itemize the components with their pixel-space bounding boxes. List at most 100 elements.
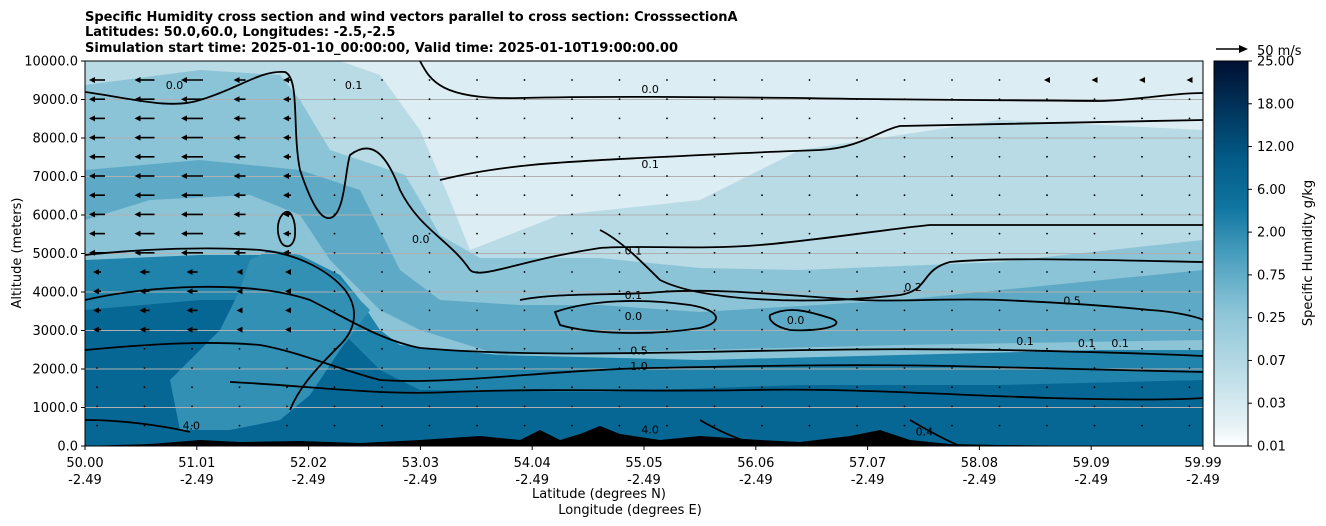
wind-vector-dot	[1188, 290, 1191, 293]
wind-vector-dot	[808, 347, 811, 350]
wind-vector-dot	[523, 367, 526, 369]
colorbar-tick-label: 0.07	[1257, 354, 1286, 369]
wind-vector-dot	[571, 79, 573, 81]
wind-vector-dot	[476, 367, 478, 369]
wind-vector-head	[233, 115, 240, 122]
wind-vector-dot	[191, 405, 193, 408]
wind-vector-dot	[951, 136, 953, 139]
wind-vector-head	[181, 77, 187, 83]
wind-vector-dot	[1093, 386, 1096, 389]
wind-vector-dot	[1141, 232, 1143, 235]
wind-vector-dot	[618, 424, 621, 427]
wind-vector-dot	[903, 98, 906, 101]
wind-vector-dot	[1046, 386, 1048, 389]
wind-vector-dot	[1046, 155, 1048, 158]
wind-vector-dot	[808, 175, 811, 177]
wind-vector-head	[134, 173, 141, 179]
contour-1.0	[85, 342, 1203, 382]
wind-vector-dot	[333, 367, 336, 369]
contour-dry-pocket-2	[768, 309, 838, 332]
wind-vector-head	[285, 326, 291, 333]
wind-vector-head	[283, 249, 289, 256]
wind-vector-dot	[1093, 155, 1096, 158]
wind-vector-head	[181, 115, 187, 122]
wind-vector-dot	[476, 117, 478, 120]
wind-vector-dot	[903, 194, 906, 197]
wind-vector-dot	[618, 213, 621, 216]
wind-vector-head	[181, 211, 187, 218]
wind-vector-dot	[856, 98, 858, 101]
wind-vector-dot	[856, 290, 858, 293]
wind-vector-dot	[713, 194, 716, 197]
wind-vector-dot	[761, 251, 763, 254]
wind-vector-dot	[713, 386, 716, 389]
wind-vector-dot	[333, 232, 336, 235]
wind-vector-head	[93, 288, 99, 295]
wind-vector-dot	[666, 424, 668, 427]
wind-vector-dot	[808, 79, 811, 81]
wind-vector-dot	[571, 175, 573, 177]
wind-vector-dot	[1141, 175, 1143, 177]
wind-vector-dot	[713, 367, 716, 369]
wind-vector-dot	[903, 405, 906, 408]
wind-vector-dot	[713, 347, 716, 350]
wind-vector-head	[236, 326, 243, 333]
contour-label: 0.1	[345, 79, 363, 92]
wind-vector-head	[89, 249, 95, 256]
colorbar-tick-label: 18.00	[1257, 97, 1294, 112]
wind-vector-dot	[286, 347, 288, 350]
wind-vector-head	[285, 288, 291, 295]
chart-title: Specific Humidity cross section and wind…	[85, 10, 738, 56]
wind-vector-dot	[381, 175, 383, 177]
wind-vector-dot	[998, 290, 1001, 293]
wind-vector-head	[283, 96, 289, 103]
wind-vector-dot	[1188, 136, 1191, 139]
wind-vector-head	[181, 173, 187, 179]
wind-vector-dot	[523, 79, 526, 81]
wind-vector-dot	[571, 155, 573, 158]
wind-vector-dot	[903, 79, 906, 81]
wind-vector-dot	[903, 213, 906, 216]
wind-vector-dot	[571, 251, 573, 254]
wind-vector-dot	[96, 424, 98, 427]
wind-vector-dot	[1188, 117, 1191, 120]
x-tick-label-lat: 54.04	[514, 456, 551, 471]
y-axis: 0.0 1000.0 2000.0 3000.0 4000.0 5000.0 6000.0 7…	[24, 55, 85, 455]
wind-vector-head	[233, 211, 240, 218]
wind-vector-dot	[571, 328, 573, 331]
wind-vector-dot	[476, 136, 478, 139]
wind-vector-dot	[856, 271, 858, 273]
wind-vector-dot	[998, 271, 1001, 273]
wind-vector-dot	[666, 136, 668, 139]
wind-vector-dot	[713, 271, 716, 273]
wind-vector-dot	[666, 271, 668, 273]
wind-vector-dot	[761, 117, 763, 120]
wind-vector-dot	[1141, 117, 1143, 120]
wind-vector-dot	[1046, 98, 1048, 101]
wind-vector-dot	[143, 367, 146, 369]
wind-vector-dot	[333, 309, 336, 312]
wind-vector-dot	[713, 232, 716, 235]
wind-vector-dot	[998, 194, 1001, 197]
wind-vector-dot	[191, 367, 193, 369]
wind-vector-dot	[333, 328, 336, 331]
wind-vector-dot	[333, 290, 336, 293]
wind-vector-head	[134, 96, 141, 103]
wind-vector-dot	[1046, 328, 1048, 331]
wind-vector-dot	[998, 347, 1001, 350]
wind-vector-dot	[1141, 251, 1143, 254]
x-tick-label-lon: -2.49	[627, 473, 661, 488]
title-line-1: Specific Humidity cross section and wind…	[85, 10, 738, 25]
wind-vector-dot	[808, 309, 811, 312]
wind-vector-dot	[666, 251, 668, 254]
wind-vector-dot	[951, 367, 953, 369]
wind-vector-dot	[1188, 155, 1191, 158]
wind-vector-dot	[666, 367, 668, 369]
wind-vector-dot	[1188, 367, 1191, 369]
wind-vector-dot	[1093, 136, 1096, 139]
wind-vector-head	[233, 134, 240, 141]
wind-vector-head	[233, 249, 240, 256]
wind-vector-dot	[523, 232, 526, 235]
wind-vector-head	[89, 173, 95, 179]
